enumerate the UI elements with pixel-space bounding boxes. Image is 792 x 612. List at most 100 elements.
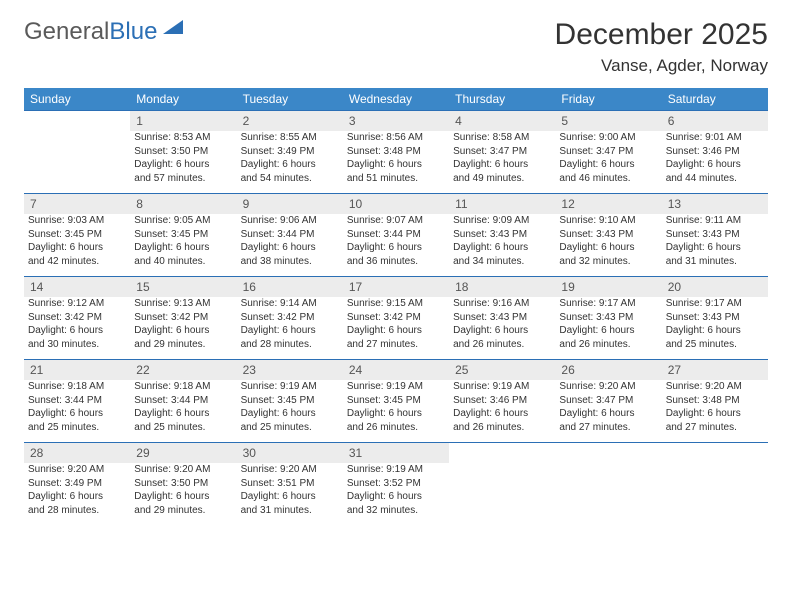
- logo-part2: Blue: [109, 18, 157, 45]
- day-number-cell: 16: [237, 277, 343, 298]
- daylight-line: Daylight: 6 hours: [134, 324, 232, 338]
- day-cell: Sunrise: 9:16 AMSunset: 3:43 PMDaylight:…: [449, 297, 555, 360]
- calendar-body: 123456Sunrise: 8:53 AMSunset: 3:50 PMDay…: [24, 111, 768, 526]
- day-number-cell: 20: [662, 277, 768, 298]
- day-number-cell: [24, 111, 130, 132]
- sunset-line: Sunset: 3:43 PM: [453, 228, 551, 242]
- day-number-cell: 12: [555, 194, 661, 215]
- sunrise-line: Sunrise: 9:11 AM: [666, 214, 764, 228]
- daylight-line: Daylight: 6 hours: [241, 324, 339, 338]
- day-cell: Sunrise: 9:19 AMSunset: 3:46 PMDaylight:…: [449, 380, 555, 443]
- daylight-line: Daylight: 6 hours: [241, 407, 339, 421]
- day-cell: Sunrise: 9:05 AMSunset: 3:45 PMDaylight:…: [130, 214, 236, 277]
- day-cell: Sunrise: 9:09 AMSunset: 3:43 PMDaylight:…: [449, 214, 555, 277]
- sunset-line: Sunset: 3:51 PM: [241, 477, 339, 491]
- daylight-line: and 54 minutes.: [241, 172, 339, 186]
- daylight-line: and 34 minutes.: [453, 255, 551, 269]
- sunrise-line: Sunrise: 8:53 AM: [134, 131, 232, 145]
- daylight-line: Daylight: 6 hours: [347, 158, 445, 172]
- day-header: Friday: [555, 88, 661, 111]
- daylight-line: Daylight: 6 hours: [666, 407, 764, 421]
- day-number-cell: 9: [237, 194, 343, 215]
- sunrise-line: Sunrise: 9:12 AM: [28, 297, 126, 311]
- day-number-cell: 15: [130, 277, 236, 298]
- sunrise-line: Sunrise: 9:00 AM: [559, 131, 657, 145]
- sunrise-line: Sunrise: 9:18 AM: [134, 380, 232, 394]
- daynum-row: 14151617181920: [24, 277, 768, 298]
- day-number-cell: 4: [449, 111, 555, 132]
- sunset-line: Sunset: 3:44 PM: [347, 228, 445, 242]
- day-number-cell: 27: [662, 360, 768, 381]
- sunset-line: Sunset: 3:47 PM: [453, 145, 551, 159]
- day-cell: Sunrise: 9:20 AMSunset: 3:51 PMDaylight:…: [237, 463, 343, 525]
- sunset-line: Sunset: 3:43 PM: [559, 228, 657, 242]
- daylight-line: Daylight: 6 hours: [347, 490, 445, 504]
- daylight-line: and 29 minutes.: [134, 504, 232, 518]
- day-number-cell: 26: [555, 360, 661, 381]
- sunset-line: Sunset: 3:47 PM: [559, 145, 657, 159]
- day-header: Tuesday: [237, 88, 343, 111]
- sunrise-line: Sunrise: 9:17 AM: [666, 297, 764, 311]
- sunrise-line: Sunrise: 9:20 AM: [28, 463, 126, 477]
- sunrise-line: Sunrise: 8:56 AM: [347, 131, 445, 145]
- day-cell: Sunrise: 9:13 AMSunset: 3:42 PMDaylight:…: [130, 297, 236, 360]
- sunrise-line: Sunrise: 9:19 AM: [241, 380, 339, 394]
- sunrise-line: Sunrise: 9:19 AM: [453, 380, 551, 394]
- sunset-line: Sunset: 3:44 PM: [241, 228, 339, 242]
- day-number-cell: 18: [449, 277, 555, 298]
- sunrise-line: Sunrise: 9:03 AM: [28, 214, 126, 228]
- sunset-line: Sunset: 3:50 PM: [134, 145, 232, 159]
- day-cell: Sunrise: 9:07 AMSunset: 3:44 PMDaylight:…: [343, 214, 449, 277]
- sunset-line: Sunset: 3:45 PM: [28, 228, 126, 242]
- sunrise-line: Sunrise: 9:20 AM: [241, 463, 339, 477]
- location: Vanse, Agder, Norway: [555, 56, 768, 76]
- daynum-row: 21222324252627: [24, 360, 768, 381]
- daylight-line: and 27 minutes.: [666, 421, 764, 435]
- daylight-line: and 26 minutes.: [347, 421, 445, 435]
- day-header: Saturday: [662, 88, 768, 111]
- day-cell: Sunrise: 9:10 AMSunset: 3:43 PMDaylight:…: [555, 214, 661, 277]
- daylight-line: and 30 minutes.: [28, 338, 126, 352]
- sunset-line: Sunset: 3:49 PM: [241, 145, 339, 159]
- day-number-cell: 11: [449, 194, 555, 215]
- month-title: December 2025: [555, 18, 768, 52]
- sunrise-line: Sunrise: 9:09 AM: [453, 214, 551, 228]
- sunrise-line: Sunrise: 9:15 AM: [347, 297, 445, 311]
- daylight-line: Daylight: 6 hours: [241, 241, 339, 255]
- title-block: December 2025 Vanse, Agder, Norway: [555, 18, 768, 76]
- week-row: Sunrise: 8:53 AMSunset: 3:50 PM Daylight:…: [24, 131, 768, 194]
- daynum-row: 78910111213: [24, 194, 768, 215]
- day-header-row: Sunday Monday Tuesday Wednesday Thursday…: [24, 88, 768, 111]
- week-row: Sunrise: 9:03 AMSunset: 3:45 PM Daylight:…: [24, 214, 768, 277]
- daylight-line: and 26 minutes.: [453, 338, 551, 352]
- day-cell: Sunrise: 9:11 AMSunset: 3:43 PMDaylight:…: [662, 214, 768, 277]
- daylight-line: and 27 minutes.: [347, 338, 445, 352]
- logo-part1: General: [24, 18, 109, 45]
- daylight-line: Daylight: 6 hours: [666, 158, 764, 172]
- sunset-line: Sunset: 3:45 PM: [347, 394, 445, 408]
- daylight-line: Daylight: 6 hours: [134, 241, 232, 255]
- day-cell: Sunrise: 8:55 AMSunset: 3:49 PMDaylight:…: [237, 131, 343, 194]
- header: GeneralBlue December 2025 Vanse, Agder, …: [24, 18, 768, 76]
- daylight-line: Daylight: 6 hours: [28, 490, 126, 504]
- day-number-cell: 2: [237, 111, 343, 132]
- sunset-line: Sunset: 3:44 PM: [134, 394, 232, 408]
- day-cell: Sunrise: 8:58 AMSunset: 3:47 PMDaylight:…: [449, 131, 555, 194]
- daylight-line: Daylight: 6 hours: [347, 324, 445, 338]
- daylight-line: Daylight: 6 hours: [134, 490, 232, 504]
- daylight-line: Daylight: 6 hours: [134, 407, 232, 421]
- daylight-line: and 36 minutes.: [347, 255, 445, 269]
- day-number-cell: [662, 443, 768, 464]
- day-cell: Sunrise: 9:18 AMSunset: 3:44 PMDaylight:…: [130, 380, 236, 443]
- sunrise-line: Sunrise: 9:10 AM: [559, 214, 657, 228]
- sunrise-line: Sunrise: 9:14 AM: [241, 297, 339, 311]
- daylight-line: Daylight: 6 hours: [559, 241, 657, 255]
- day-number-cell: 13: [662, 194, 768, 215]
- daylight-line: and 40 minutes.: [134, 255, 232, 269]
- day-cell: Sunrise: 9:20 AMSunset: 3:50 PMDaylight:…: [130, 463, 236, 525]
- daylight-line: and 31 minutes.: [666, 255, 764, 269]
- day-number-cell: 28: [24, 443, 130, 464]
- day-cell: Sunrise: 9:06 AMSunset: 3:44 PMDaylight:…: [237, 214, 343, 277]
- day-number-cell: 6: [662, 111, 768, 132]
- sunrise-line: Sunrise: 9:20 AM: [666, 380, 764, 394]
